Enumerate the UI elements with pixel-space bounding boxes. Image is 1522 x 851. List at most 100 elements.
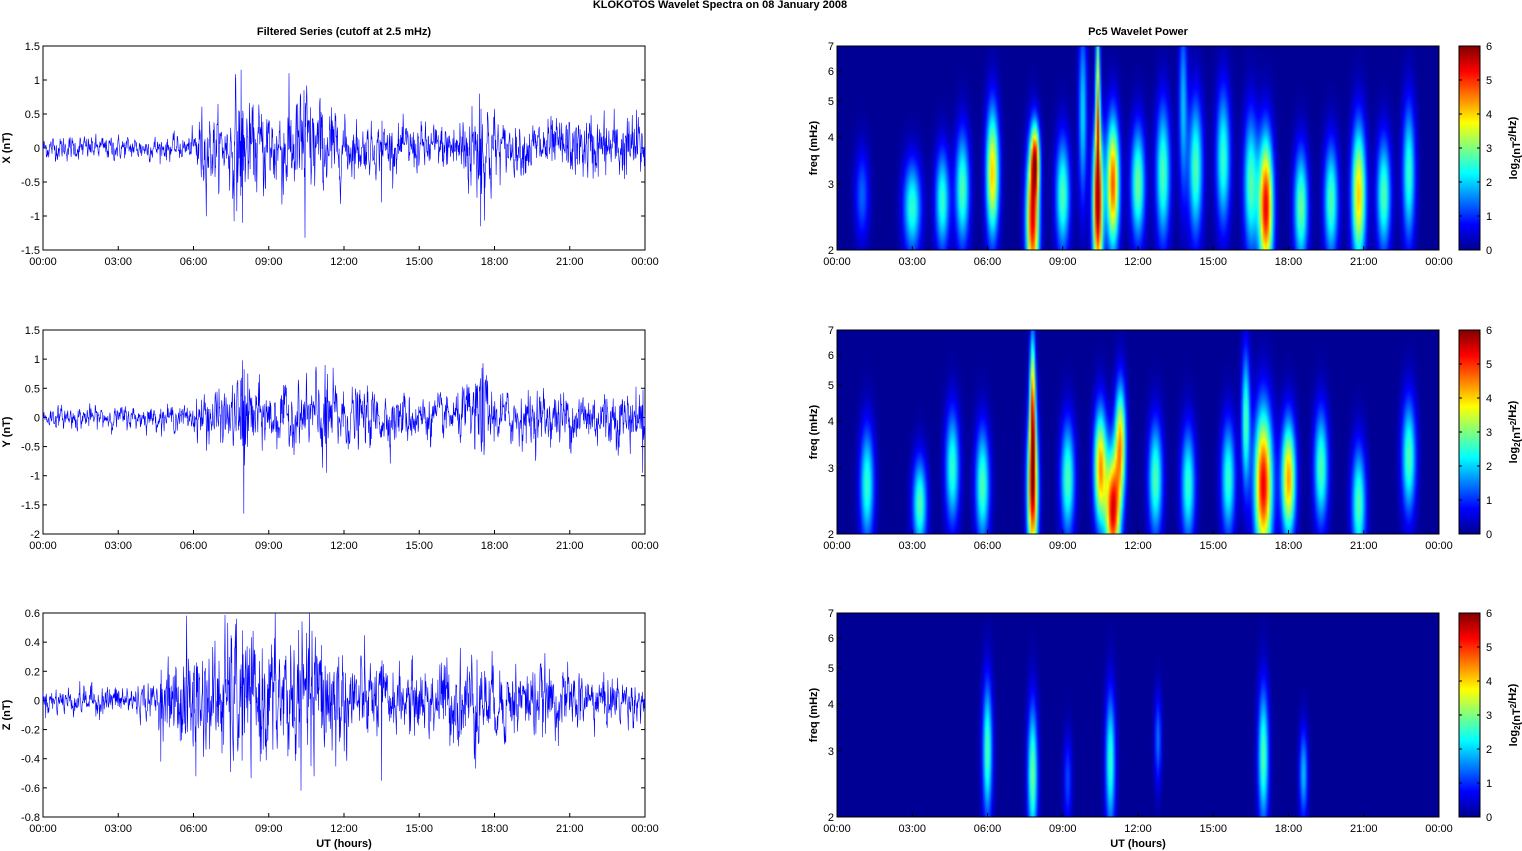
colorbar-label-end: /Hz) xyxy=(1507,400,1519,421)
colorbar-tick-label: 2 xyxy=(1486,177,1492,189)
line-panel-z-ytick-label: -0.4 xyxy=(21,754,40,766)
colorbar-tick-label: 2 xyxy=(1486,461,1492,473)
colorbar-tick-label: 1 xyxy=(1486,211,1492,223)
line-panel-z-xtick-label: 03:00 xyxy=(104,823,132,835)
colorbar-label: log2(nT2/Hz) xyxy=(1507,683,1522,746)
line-panel-z-xtick-label: 09:00 xyxy=(255,823,283,835)
spectrum-panel-z-xtick-label: 18:00 xyxy=(1275,823,1303,835)
spectrum-panel-z-xtick-label: 00:00 xyxy=(823,823,851,835)
spectrum-panel-z-xlabel: UT (hours) xyxy=(1110,838,1166,850)
colorbar-tick-label: 2 xyxy=(1486,744,1492,756)
spectrum-panel-y-ytick-label: 5 xyxy=(828,380,834,392)
line-panel-x-xtick-label: 00:00 xyxy=(29,256,57,268)
line-panel-y: -2 -1.5 -1 -0.5 0 0.5 1 1.5 Y (nT) xyxy=(1,325,646,541)
colorbar-label-end: /Hz) xyxy=(1507,116,1519,137)
spectrum-panel-z-xtick-label: 12:00 xyxy=(1124,823,1152,835)
spectrum-panel-x-ytick-label: 7 xyxy=(828,41,834,53)
spectrum-panel-y-ytick-label: 3 xyxy=(828,463,834,475)
line-panel-y-xtick-label: 15:00 xyxy=(405,540,433,552)
colorbar-tick-label: 5 xyxy=(1486,75,1492,87)
spectrum-panel-z-ytick-label: 4 xyxy=(828,699,834,711)
spectrum-panel-x-xtick-label: 12:00 xyxy=(1124,256,1152,268)
line-panel-y-ytick-label: -1 xyxy=(30,471,40,483)
line-panel-z-ytick-label: -0.2 xyxy=(21,725,40,737)
spectrum-panel-y-ytick-label: 6 xyxy=(828,350,834,362)
line-panel-x-ytick-label: -0.5 xyxy=(21,177,40,189)
spectrum-panel-z-xtick-label: 06:00 xyxy=(974,823,1002,835)
colorbar-tick-label: 5 xyxy=(1486,642,1492,654)
colorbar-tick-label: 0 xyxy=(1486,812,1492,824)
line-panel-z-xtick-label: 18:00 xyxy=(481,823,509,835)
colorbar-label-base: log xyxy=(1508,447,1520,464)
line-panel-x-ytick-label: 0.5 xyxy=(25,109,40,121)
line-panel-y-ytick-label: -1.5 xyxy=(21,500,40,512)
colorbar-tick-label: 3 xyxy=(1486,427,1492,439)
spectrum-panel-z-xtick-label: 21:00 xyxy=(1350,823,1378,835)
spectrum-panel-y-xtick-label: 12:00 xyxy=(1124,540,1152,552)
line-panel-x-ytick-label: -1 xyxy=(30,211,40,223)
line-panel-y-xtick-label: 21:00 xyxy=(556,540,584,552)
spectrum-panel-y-ytick-label: 7 xyxy=(828,325,834,337)
colorbar-label-sup: 2 xyxy=(1509,420,1518,425)
spectrum-panel-x-ytick-label: 4 xyxy=(828,132,834,144)
line-panel-y-xtick-label: 06:00 xyxy=(180,540,208,552)
line-panel-z-axes xyxy=(42,612,646,818)
colorbar-tick-label: 4 xyxy=(1486,109,1492,121)
line-panel-y-xtick-label: 09:00 xyxy=(255,540,283,552)
spectrum-panel-z-ytick-label: 3 xyxy=(828,746,834,758)
line-panel-z-xtick-label: 15:00 xyxy=(405,823,433,835)
line-panel-y-ylabel: Y (nT) xyxy=(1,416,13,447)
line-panel-x-ylabel: X (nT) xyxy=(1,132,13,163)
line-panel-x-xtick-label: 15:00 xyxy=(405,256,433,268)
line-panel-y-ytick-label: -2 xyxy=(30,529,40,541)
colorbar-label-base: log xyxy=(1508,730,1520,747)
line-panel-x-ytick-label: 1 xyxy=(34,75,40,87)
colorbar-label-sub: 2 xyxy=(1513,442,1522,447)
colorbar-tick-label: 1 xyxy=(1486,778,1492,790)
spectrum-panel-z-xtick-label: 00:00 xyxy=(1425,823,1453,835)
colorbar-label-sup: 2 xyxy=(1509,136,1518,141)
colorbar-tick-label: 5 xyxy=(1486,359,1492,371)
line-panel-x-ytick-label: -1.5 xyxy=(21,245,40,257)
line-panel-y-xtick-label: 03:00 xyxy=(104,540,132,552)
colorbar-label-sub: 2 xyxy=(1513,158,1522,163)
line-panel-y-xtick-label: 00:00 xyxy=(631,540,659,552)
spectrum-panel-x-xtick-label: 18:00 xyxy=(1275,256,1303,268)
spectrum-panel-z-power-map xyxy=(837,613,1439,817)
line-panel-x-xtick-label: 09:00 xyxy=(255,256,283,268)
colorbar-tick-label: 3 xyxy=(1486,143,1492,155)
line-panel-y-axes xyxy=(42,329,646,535)
spectrum-panel-x-xtick-label: 06:00 xyxy=(974,256,1002,268)
line-panel-x-xtick-label: 00:00 xyxy=(631,256,659,268)
line-panel-x: -1.5 -1 -0.5 0 0.5 1 1.5 X (nT) xyxy=(1,41,646,257)
spectrum-panel-x-xtick-label: 00:00 xyxy=(823,256,851,268)
spectrum-panel-y-xtick-label: 09:00 xyxy=(1049,540,1077,552)
spectrum-panel-y-power-map xyxy=(837,330,1439,534)
spectrum-panel-z-xtick-label: 09:00 xyxy=(1049,823,1077,835)
spectrum-panel-x-xtick-label: 00:00 xyxy=(1425,256,1453,268)
spectrum-panel-y-xtick-label: 15:00 xyxy=(1199,540,1227,552)
line-panel-y-xtick-label: 12:00 xyxy=(330,540,358,552)
spectrum-panel-y-xtick-label: 18:00 xyxy=(1275,540,1303,552)
colorbar-tick-label: 6 xyxy=(1486,325,1492,337)
line-panel-z-ytick-label: -0.6 xyxy=(21,783,40,795)
colorbar-tick-label: 0 xyxy=(1486,245,1492,257)
spectrum-panel-z-xtick-label: 03:00 xyxy=(898,823,926,835)
spectrum-panel-y-ytick-label: 4 xyxy=(828,416,834,428)
spectrum-panel-z-ylabel: freq (mHz) xyxy=(808,687,820,742)
colorbar-gradient xyxy=(1458,329,1481,535)
line-panel-y-ytick-label: -0.5 xyxy=(21,442,40,454)
line-panel-y-ytick-label: 0.5 xyxy=(25,383,40,395)
line-panel-x-xtick-label: 18:00 xyxy=(481,256,509,268)
colorbar-label-mid: (nT xyxy=(1511,141,1522,158)
colorbar-label-base: log xyxy=(1508,163,1520,180)
spectrum-panel-z-ytick-label: 5 xyxy=(828,663,834,675)
left-column-title: Filtered Series (cutoff at 2.5 mHz) xyxy=(257,26,432,38)
spectrum-panel-z-xtick-label: 15:00 xyxy=(1199,823,1227,835)
line-panel-z-series xyxy=(42,612,646,791)
colorbar-label-mid: (nT xyxy=(1511,425,1522,442)
